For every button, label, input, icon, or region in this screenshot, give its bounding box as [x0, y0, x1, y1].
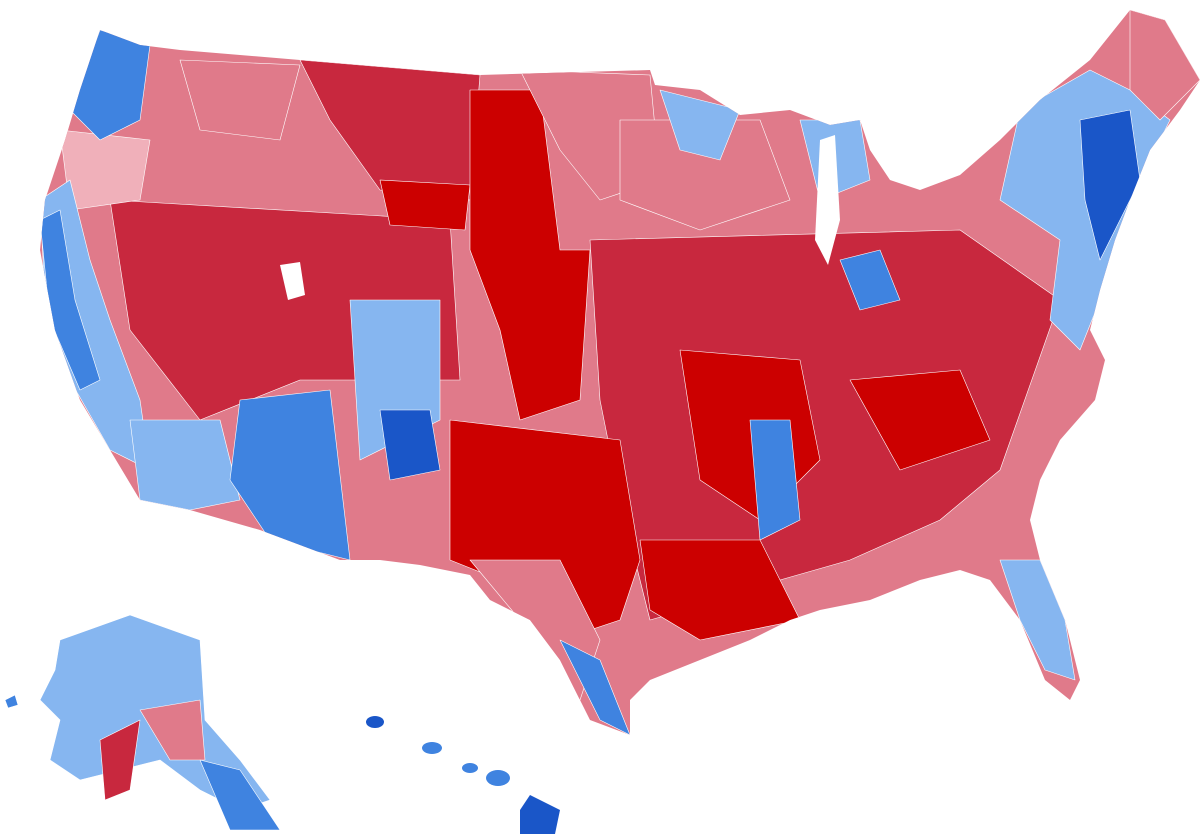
hawaii-island-big [520, 795, 560, 834]
florida-east [999, 559, 1076, 681]
hawaii-island-kauai [366, 716, 384, 728]
southern-california [129, 419, 241, 511]
great-plains [469, 89, 591, 421]
hawaii-island-oahu [422, 742, 442, 754]
louisiana-core [639, 539, 801, 641]
texas-border [559, 639, 631, 735]
arizona-blue [229, 389, 351, 561]
alaska [4, 614, 281, 831]
north-rockies [179, 59, 301, 141]
great-salt-lake [280, 262, 305, 300]
alaska-panhandle [199, 759, 281, 831]
maine [1129, 10, 1200, 121]
hawaii-island-maui [486, 770, 510, 786]
delta-blue [749, 419, 801, 541]
new-mexico-blue [379, 409, 441, 481]
alaska-south [139, 699, 206, 761]
appalachia-core [849, 369, 991, 471]
new-england-core [1079, 109, 1141, 261]
wyoming-core [379, 179, 471, 231]
upper-midwest [619, 119, 791, 231]
minnesota-north [659, 89, 741, 161]
hawaii [366, 716, 560, 834]
anchorage-area [99, 719, 141, 801]
hawaii-island-molokai [462, 763, 478, 773]
alaska-island [4, 694, 19, 709]
lake-michigan [815, 135, 840, 265]
chicago-area [839, 249, 901, 311]
